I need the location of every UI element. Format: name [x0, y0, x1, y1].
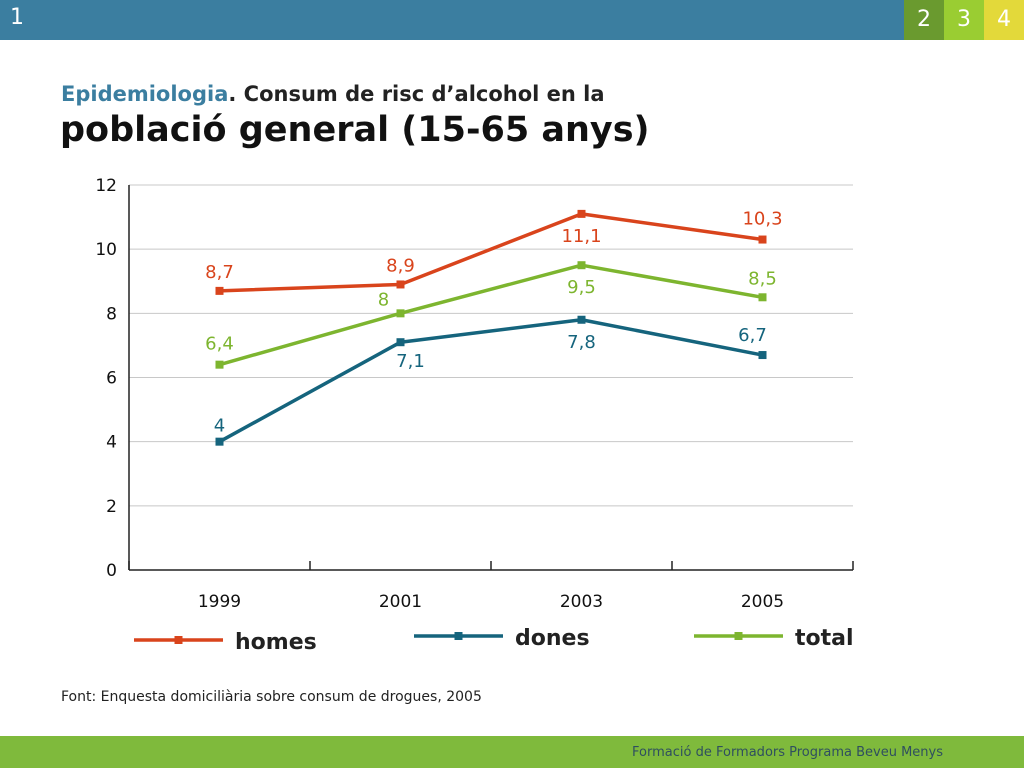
legend-label-total: total	[795, 626, 854, 651]
y-tick-label: 12	[95, 176, 117, 196]
data-label-homes: 10,3	[742, 209, 782, 230]
legend-label-homes: homes	[235, 630, 317, 655]
line-chart: 0 2 4 6 8 10 12 1999 2001 2003 2005 8,7 8,9 11,1 10,3 4…	[95, 176, 854, 655]
footer-text: Formació de Formadors Programa Beveu Men…	[632, 745, 943, 760]
data-label-dones: 7,1	[396, 351, 425, 372]
data-point-dones	[215, 437, 224, 446]
subtitle-rest: . Consum de risc d’alcohol en la	[228, 82, 605, 106]
source-note: Font: Enquesta domiciliària sobre consum…	[61, 689, 482, 705]
y-tick-label: 2	[106, 497, 117, 517]
data-point-dones	[396, 338, 405, 347]
x-tick-label: 1999	[198, 592, 241, 612]
legend-label-dones: dones	[515, 626, 590, 651]
data-point-dones	[577, 315, 586, 324]
data-point-total	[758, 293, 767, 302]
series-line-homes	[219, 212, 763, 293]
data-point-homes	[396, 280, 405, 289]
y-tick-label: 0	[106, 561, 117, 581]
data-label-dones: 7,8	[567, 332, 596, 353]
data-label-homes: 8,9	[386, 255, 415, 276]
data-label-homes: 8,7	[205, 262, 234, 283]
x-tick-label: 2003	[560, 592, 603, 612]
legend-marker-homes	[174, 636, 183, 644]
subtitle-accent: Epidemiologia	[61, 82, 229, 106]
data-point-total	[577, 261, 586, 270]
footer-bar: Formació de Formadors Programa Beveu Men…	[0, 736, 1024, 768]
top-bar: 1 2 3 4	[0, 0, 1024, 40]
data-point-dones	[758, 351, 767, 360]
series-line-dones	[218, 318, 763, 444]
y-tick-label: 10	[95, 240, 117, 260]
slide-tab-2[interactable]: 2	[904, 0, 944, 40]
data-label-dones: 6,7	[738, 325, 767, 346]
slide-number: 1	[10, 5, 24, 30]
slide-subtitle: Epidemiologia. Consum de risc d’alcohol …	[61, 82, 605, 106]
y-tick-label: 8	[106, 304, 117, 324]
data-point-homes	[215, 286, 224, 295]
x-tick-label: 2001	[379, 592, 422, 612]
data-label-total: 8	[378, 289, 389, 310]
data-point-total	[396, 309, 405, 318]
slide-tab-4[interactable]: 4	[984, 0, 1024, 40]
legend-marker-total	[734, 632, 743, 640]
slide-tab-3[interactable]: 3	[944, 0, 984, 40]
data-label-total: 9,5	[567, 277, 596, 298]
y-tick-label: 6	[106, 369, 117, 389]
data-label-dones: 4	[214, 416, 225, 437]
data-label-homes: 11,1	[561, 226, 601, 247]
data-point-total	[215, 360, 224, 369]
data-label-total: 6,4	[205, 334, 234, 355]
data-label-total: 8,5	[748, 268, 777, 289]
slide-title: població general (15-65 anys)	[60, 110, 650, 150]
data-point-homes	[758, 235, 767, 244]
legend-marker-dones	[454, 632, 463, 640]
x-tick-label: 2005	[741, 592, 784, 612]
data-point-homes	[577, 209, 586, 218]
series-line-total	[219, 263, 763, 367]
y-tick-label: 4	[106, 433, 117, 453]
